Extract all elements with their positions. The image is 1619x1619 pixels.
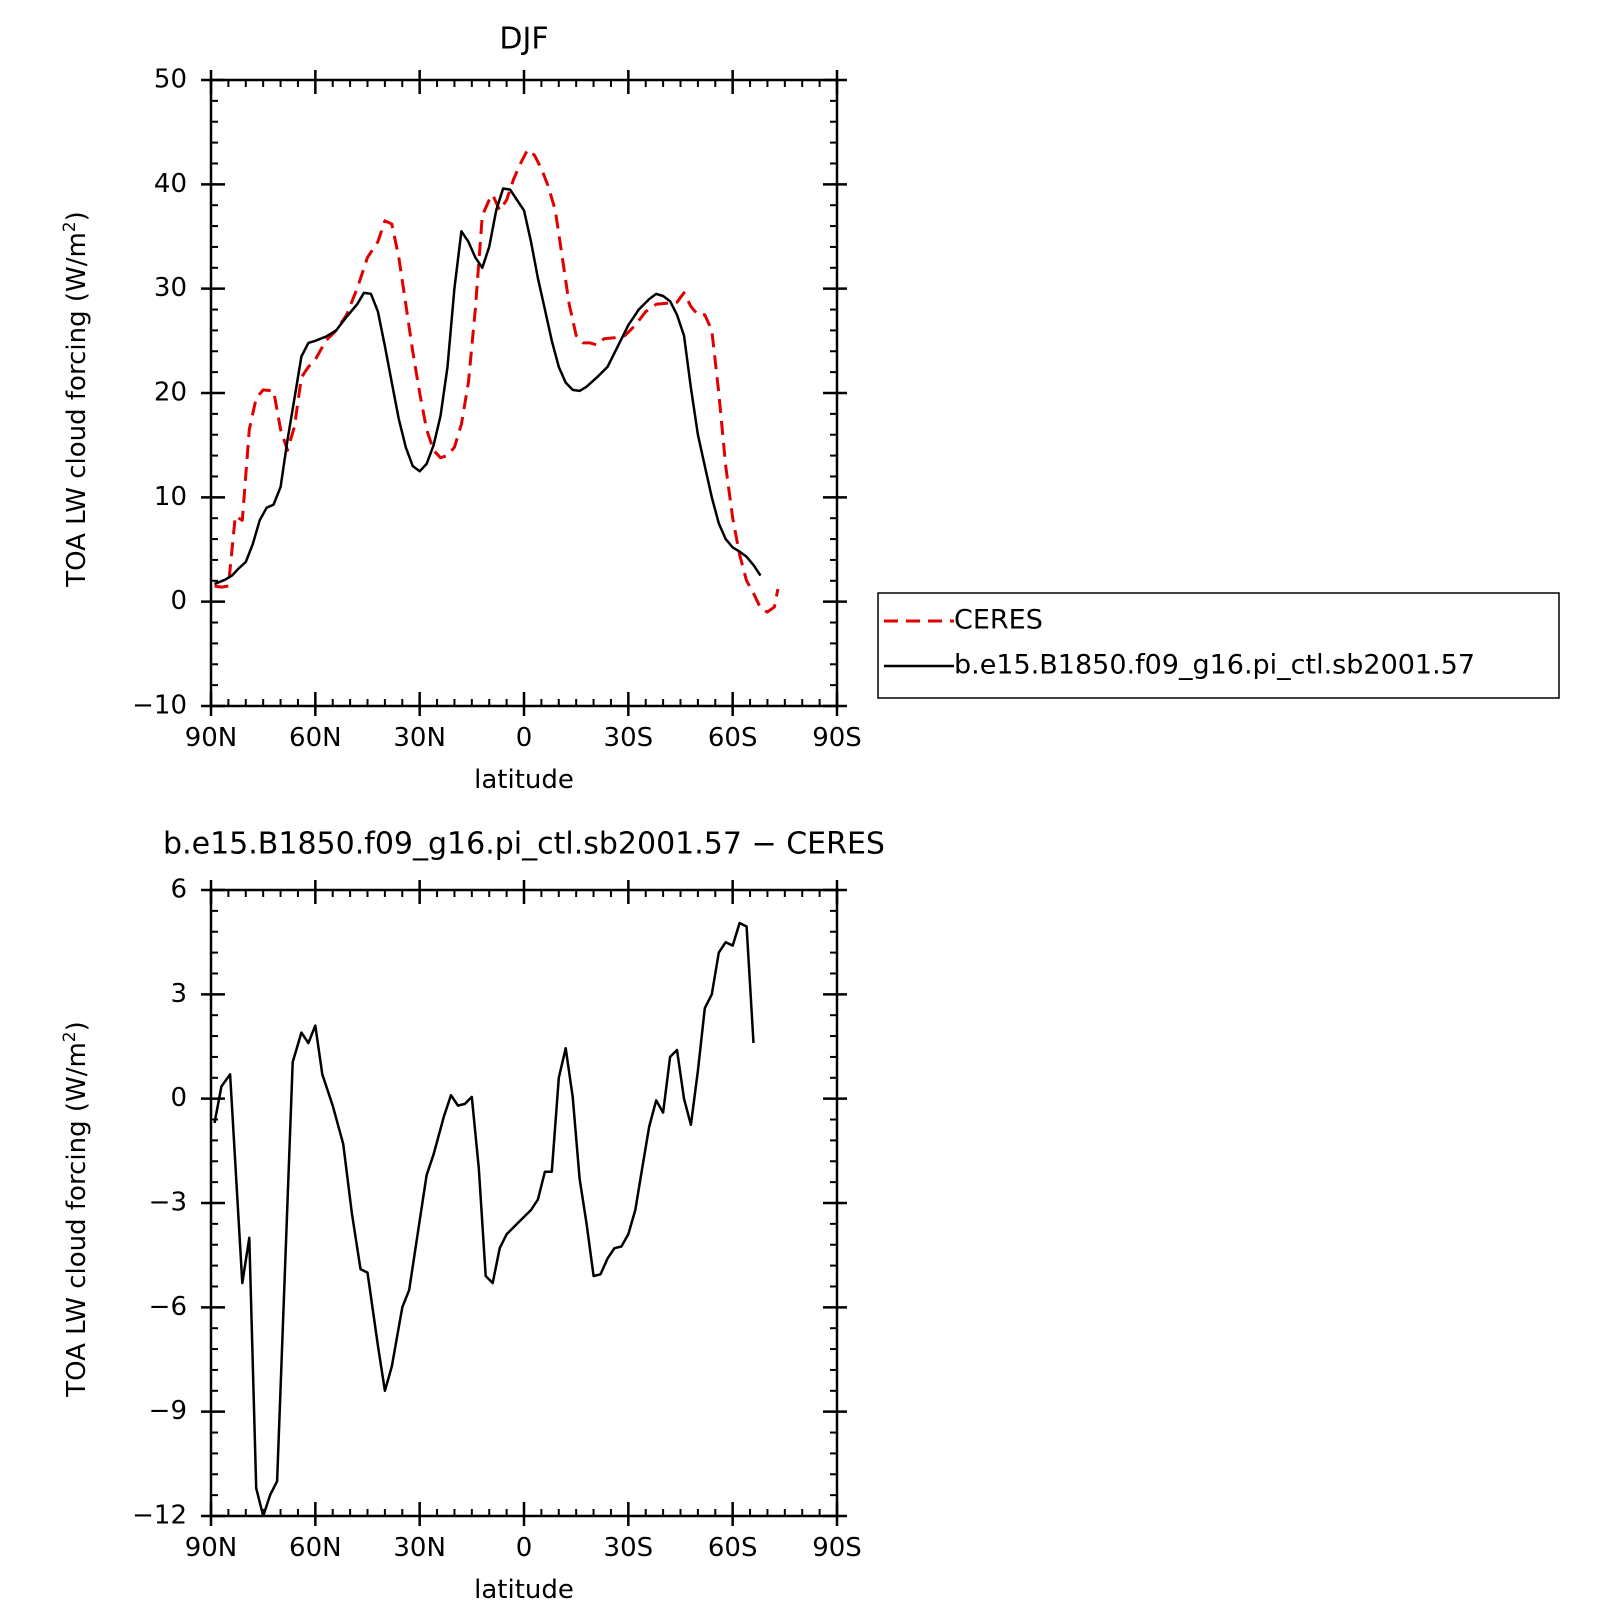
y-tick-label: 10 [154, 482, 187, 512]
panel-djf: DJF 90N 60N 30N 0 30S 60S 90S −10 0 10 20 30 40 50 lati… [60, 22, 862, 796]
y-tick-label: −10 [132, 691, 187, 721]
y-tick-label: 0 [170, 586, 187, 616]
y-axis-title-close: ) [62, 1021, 92, 1031]
y-tick-label: 0 [170, 1083, 187, 1113]
y-tick-label: −12 [132, 1501, 187, 1531]
y-tick-label: 6 [170, 875, 187, 905]
y-axis-title-main: TOA LW cloud forcing (W/m [62, 232, 92, 588]
panel-difference: b.e15.B1850.f09_g16.pi_ctl.sb2001.57 − C… [60, 827, 885, 1606]
x-tick-label: 90N [185, 723, 238, 753]
x-tick-label: 60S [708, 1533, 758, 1563]
x-tick-label: 0 [516, 723, 533, 753]
y-tick-label: −9 [149, 1396, 187, 1426]
series-line-ceres [214, 148, 780, 614]
x-tick-label: 90N [185, 1533, 238, 1563]
y-axis-title-sup: 2 [60, 1031, 80, 1042]
legend: CERES b.e15.B1850.f09_g16.pi_ctl.sb2001.5… [877, 592, 1560, 699]
series-line-model [214, 187, 762, 586]
x-tick-label: 90S [812, 723, 862, 753]
y-axis-title-close: ) [62, 211, 92, 221]
legend-label: CERES [954, 605, 1043, 636]
chart-title: b.e15.B1850.f09_g16.pi_ctl.sb2001.57 − C… [163, 827, 885, 862]
x-tick-label: 30N [393, 723, 446, 753]
x-tick-label: 60N [289, 1533, 342, 1563]
y-tick-label: 40 [154, 169, 187, 199]
x-tick-label: 90S [812, 1533, 862, 1563]
plot-frame [209, 78, 839, 708]
plot-frame [209, 888, 839, 1518]
x-tick-label: 0 [516, 1533, 533, 1563]
y-tick-label: −3 [149, 1188, 187, 1218]
legend-box [877, 592, 1560, 699]
y-axis-title-main: TOA LW cloud forcing (W/m [62, 1042, 92, 1398]
x-tick-label: 30S [604, 723, 654, 753]
y-axis-title: TOA LW cloud forcing (W/m2) [60, 211, 92, 588]
x-axis-title: latitude [474, 1575, 574, 1605]
y-tick-label: −6 [149, 1292, 187, 1322]
x-tick-label: 60N [289, 723, 342, 753]
y-tick-label: 20 [154, 378, 187, 408]
y-tick-label: 30 [154, 273, 187, 303]
series-line-difference [213, 921, 755, 1518]
y-axis-title: TOA LW cloud forcing (W/m2) [60, 1021, 92, 1398]
x-tick-label: 30N [393, 1533, 446, 1563]
legend-label: b.e15.B1850.f09_g16.pi_ctl.sb2001.57 [954, 650, 1475, 681]
y-axis-title-sup: 2 [60, 221, 80, 232]
chart-title: DJF [499, 22, 548, 57]
x-axis-title: latitude [474, 765, 574, 795]
x-tick-label: 60S [708, 723, 758, 753]
y-tick-label: 3 [170, 979, 187, 1009]
y-tick-label: 50 [154, 65, 187, 95]
x-tick-label: 30S [604, 1533, 654, 1563]
